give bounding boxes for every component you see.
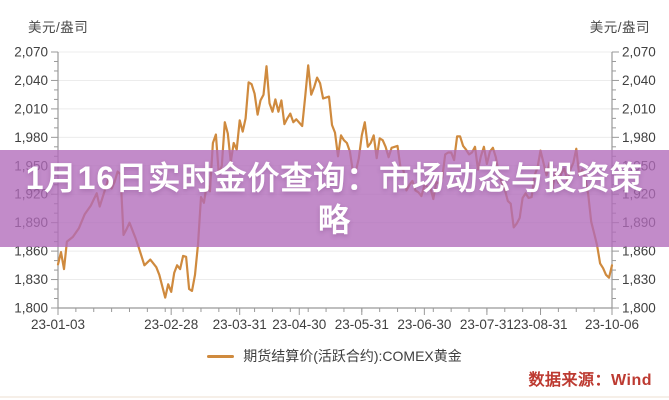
x-tick-label: 23-01-03: [31, 317, 85, 332]
x-tick-label: 23-10-06: [585, 317, 639, 332]
y-tick-label-right: 2,010: [622, 101, 656, 116]
title-overlay-banner: 1月16日实时金价查询：市场动态与投资策 略: [0, 150, 669, 247]
bottom-divider: [0, 396, 669, 398]
y-tick-label-left: 1,980: [14, 130, 48, 145]
x-tick-label: 23-04-30: [272, 317, 326, 332]
chart-legend: 期货结算价(活跃合约):COMEX黄金: [0, 346, 669, 366]
x-tick-label: 23-06-30: [397, 317, 451, 332]
y-axis-unit-left: 美元/盎司: [28, 20, 89, 35]
x-tick-label: 23-02-28: [144, 317, 198, 332]
legend-line-swatch: [207, 354, 235, 358]
y-tick-label-right: 1,800: [622, 301, 656, 316]
legend-label: 期货结算价(活跃合约):COMEX黄金: [243, 348, 462, 364]
y-tick-label-left: 1,800: [14, 301, 48, 316]
y-tick-label-left: 1,830: [14, 272, 48, 287]
x-tick-label: 23-08-31: [513, 317, 567, 332]
y-tick-label-left: 2,010: [14, 101, 48, 116]
page-title-line2: 略: [317, 201, 351, 238]
y-tick-label-left: 2,040: [14, 73, 48, 88]
y-axis-unit-right: 美元/盎司: [589, 20, 650, 35]
y-tick-label-right: 1,980: [622, 130, 656, 145]
y-tick-label-left: 1,860: [14, 244, 48, 259]
x-tick-label: 23-07-31: [460, 317, 514, 332]
y-tick-label-left: 2,070: [14, 45, 48, 60]
data-source-label: 数据来源：Wind: [528, 372, 652, 389]
y-tick-label-right: 2,040: [622, 73, 656, 88]
y-tick-label-right: 1,830: [622, 272, 656, 287]
y-tick-label-right: 2,070: [622, 45, 656, 60]
x-tick-label: 23-05-31: [335, 317, 389, 332]
x-tick-label: 23-03-31: [213, 317, 267, 332]
page-title-line1: 1月16日实时金价查询：市场动态与投资策: [25, 159, 644, 196]
y-tick-label-right: 1,860: [622, 244, 656, 259]
